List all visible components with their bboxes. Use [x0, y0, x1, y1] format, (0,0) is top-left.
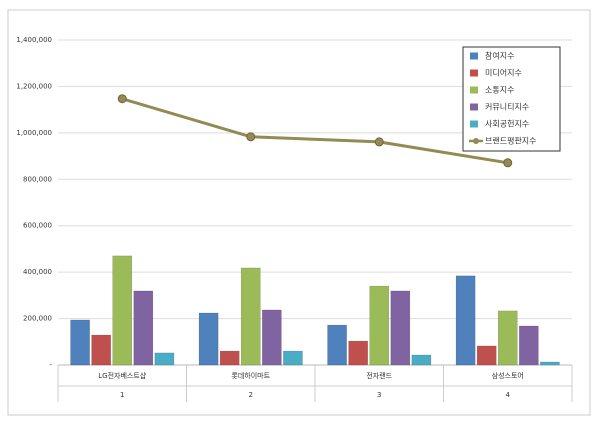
- line-marker: [374, 137, 384, 147]
- legend-swatch: [470, 86, 478, 94]
- y-tick-label: 200,000: [23, 315, 52, 323]
- rank-label: 4: [506, 391, 511, 399]
- bar: [70, 319, 90, 366]
- legend-swatch: [470, 120, 478, 128]
- legend-swatch: [470, 69, 478, 77]
- bar: [369, 285, 390, 366]
- bar: [327, 324, 347, 366]
- rank-label: 1: [120, 391, 124, 399]
- y-tick-label: 1,400,000: [16, 36, 52, 44]
- legend-swatch: [470, 103, 478, 111]
- y-tick-label: -: [49, 361, 52, 369]
- bar: [112, 255, 133, 366]
- bar: [240, 267, 261, 366]
- legend-label: 브랜드평판지수: [485, 136, 537, 146]
- x-tick-label: LG전자베스트샵: [98, 371, 147, 380]
- legend-swatch: [473, 138, 479, 144]
- legend-box: [462, 46, 561, 152]
- bar: [390, 290, 411, 366]
- bar: [154, 352, 175, 366]
- bar: [476, 345, 497, 366]
- bar: [519, 325, 539, 366]
- bar: [133, 290, 154, 366]
- rank-label: 2: [249, 391, 253, 399]
- y-tick-label: 600,000: [23, 222, 52, 230]
- bar: [283, 350, 303, 366]
- legend-label: 참여지수: [485, 51, 514, 61]
- bar: [497, 310, 518, 366]
- y-tick-label: 1,000,000: [16, 129, 52, 137]
- bar: [91, 334, 111, 366]
- legend-swatch: [470, 52, 478, 60]
- bar: [540, 361, 560, 366]
- legend-label: 사회공헌지수: [485, 120, 529, 129]
- line-marker: [503, 158, 513, 168]
- y-tick-label: 400,000: [23, 268, 52, 276]
- legend-label: 소통지수: [485, 86, 514, 95]
- x-tick-label: 전자랜드: [366, 371, 392, 380]
- legend-label: 커뮤니티지수: [485, 102, 529, 112]
- x-tick-label: 삼성스토어: [492, 371, 524, 380]
- bar: [198, 312, 219, 366]
- bar: [455, 275, 476, 366]
- line-marker: [117, 94, 127, 104]
- line: [121, 97, 508, 165]
- legend-label: 미디어지수: [485, 68, 522, 78]
- bar: [219, 350, 240, 366]
- bar: [262, 309, 282, 366]
- y-tick-label: 1,200,000: [16, 82, 52, 90]
- x-tick-label: 롯데하이마트: [231, 371, 270, 380]
- bar: [348, 340, 368, 366]
- line-marker: [246, 132, 256, 142]
- rank-label: 3: [377, 391, 381, 399]
- bar: [411, 354, 432, 366]
- y-tick-label: 800,000: [23, 175, 52, 183]
